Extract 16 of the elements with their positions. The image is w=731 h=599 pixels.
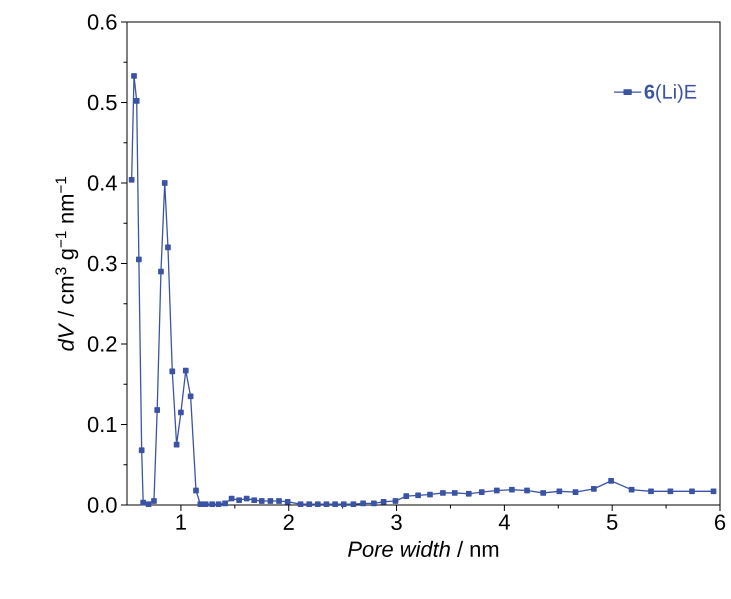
y-tick-label: 0.2 — [88, 336, 116, 352]
x-tick-label: 5 — [606, 514, 618, 530]
x-tick-label: 1 — [176, 514, 186, 530]
legend-label: 6(Li)E — [644, 84, 696, 103]
y-axis-title: dV / cm$^{3}$ g$^{−1}$ nm$^{−1}$ — [55, 176, 78, 351]
y-tick-label: 0.3 — [88, 256, 117, 272]
y-tick-label: 0.5 — [88, 94, 117, 110]
y-tick-label: 0.1 — [88, 416, 116, 432]
x-tick-label: 3 — [391, 514, 402, 530]
x-tick-label: 2 — [284, 514, 294, 530]
x-tick-label: 4 — [498, 514, 510, 530]
x-tick-label: 6 — [715, 514, 726, 530]
y-tick-label: 0.4 — [88, 175, 117, 191]
y-tick-label: 0.0 — [88, 497, 117, 513]
x-axis-title: Pore width / nm — [348, 540, 498, 557]
y-tick-label: 0.6 — [88, 14, 117, 30]
